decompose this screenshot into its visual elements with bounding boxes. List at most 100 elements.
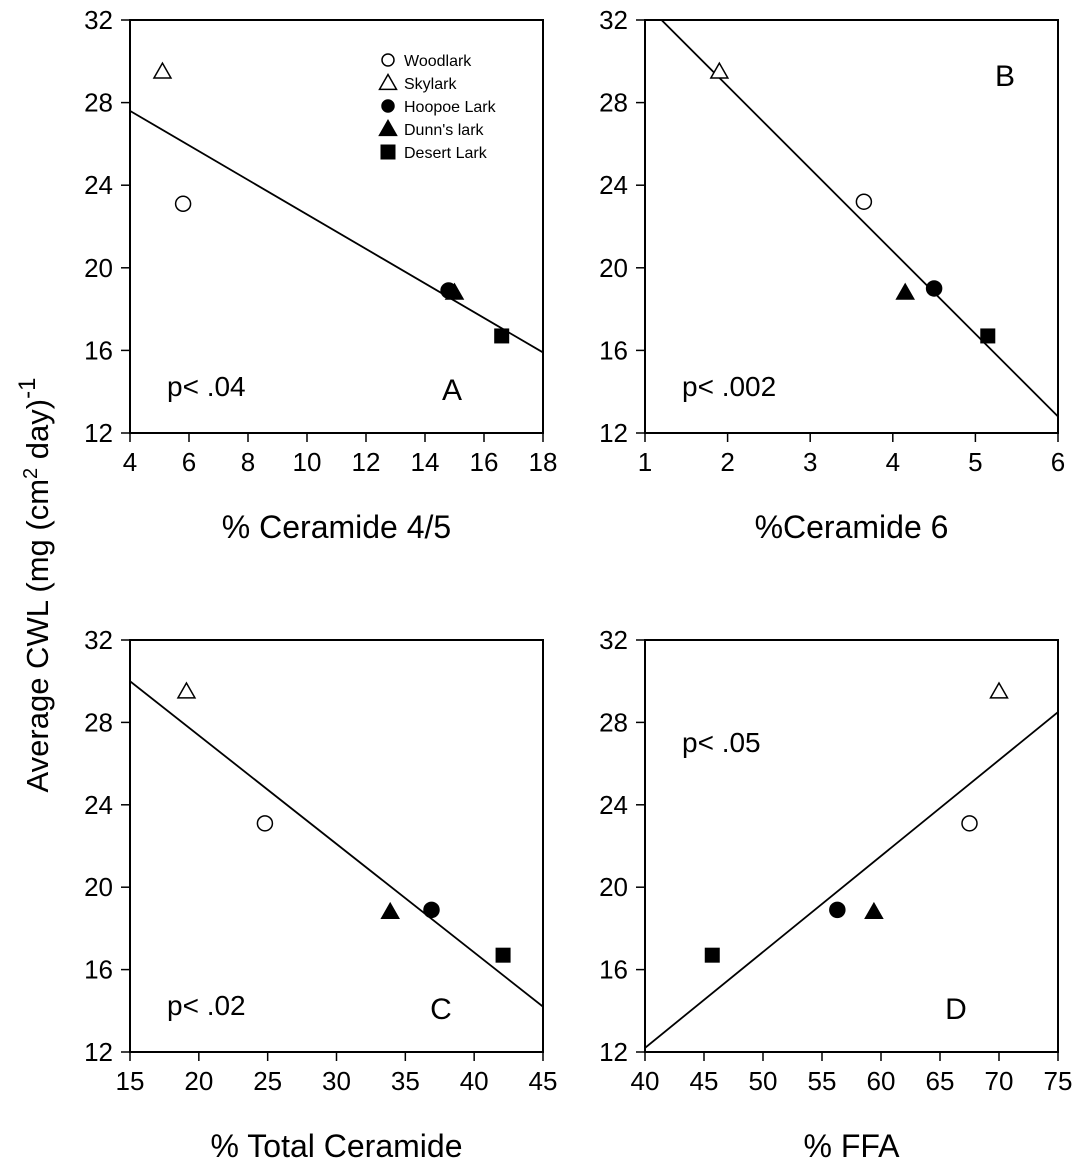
legend: Woodlark Skylark Hoopoe Lark Dunn's lark Des… [378,53,497,162]
plot-frame [644,639,1059,1053]
panel-c: 12 16 20 24 28 32 15 20 25 30 35 40 45 % Total Cerami… [84,625,557,1164]
y-tick-label: 24 [599,170,628,200]
x-tick-label: 12 [352,447,381,477]
x-tick-label: 4 [886,447,900,477]
x-tick-label: 10 [293,447,322,477]
legend-label: Desert Lark [404,145,488,162]
x-tick-label: 8 [241,447,255,477]
x-tick-label: 2 [720,447,734,477]
data-point-skylark [152,61,173,79]
y-tick-label: 32 [84,5,113,35]
data-point-woodlark [855,193,873,210]
y-tick-label: 12 [84,418,113,448]
legend-marker [381,53,395,67]
x-tick-label: 75 [1044,1066,1073,1096]
y-tick-label: 28 [599,707,628,737]
x-tick-label: 25 [253,1066,282,1096]
legend-marker [378,72,398,91]
y-tick-label: 24 [599,790,628,820]
x-tick-label: 6 [1051,447,1065,477]
x-tick-label: 30 [322,1066,351,1096]
data-point-skylark [989,681,1009,699]
x-tick-label: 15 [116,1066,145,1096]
data-point-hoopoe-lark [423,901,440,919]
p-value-label: p< .05 [682,727,761,758]
data-point-desert-lark [494,328,510,344]
legend-label: Dunn's lark [404,122,485,139]
x-tick-label: 60 [867,1066,896,1096]
data-point-woodlark [961,815,978,832]
data-point-skylark [176,681,197,699]
y-axis-title-main: Average CWL (mg (cm [20,479,55,793]
y-tick-label: 32 [599,625,628,655]
y-tick-label: 16 [599,955,628,985]
y-tick-label: 20 [84,872,113,902]
x-tick-label: 20 [184,1066,213,1096]
legend-marker [381,99,395,113]
x-tick-label: 35 [391,1066,420,1096]
x-tick-label: 45 [529,1066,558,1096]
y-tick-label: 28 [84,707,113,737]
y-axis-title-exponent: -1 [14,378,41,399]
legend-marker [378,118,398,137]
x-tick-label: 4 [123,447,137,477]
data-point-dunn-s-lark [864,901,884,920]
y-axis-title-superscript: 2 [20,468,42,479]
x-tick-label: 65 [926,1066,955,1096]
x-tick-label: 14 [411,447,440,477]
x-tick-label: 55 [808,1066,837,1096]
p-value-label: p< .002 [682,371,776,402]
x-axis-title: % Ceramide 4/5 [222,509,451,545]
data-point-hoopoe-lark [829,901,846,919]
x-axis-title: % Total Ceramide [211,1128,463,1164]
p-value-label: p< .04 [167,371,246,402]
y-tick-label: 16 [84,335,113,365]
y-tick-label: 12 [599,418,628,448]
panel-a: 12 16 20 24 28 32 4 6 8 10 12 14 16 18 % Ceramide 4/5 p… [84,5,557,545]
x-tick-label: 40 [631,1066,660,1096]
x-tick-label: 70 [985,1066,1014,1096]
y-tick-label: 16 [599,335,628,365]
regression-line [130,680,543,1008]
x-tick-label: 50 [749,1066,778,1096]
y-tick-label: 20 [599,872,628,902]
x-tick-label: 5 [968,447,982,477]
y-tick-label: 20 [84,253,113,283]
y-tick-label: 28 [84,88,113,118]
panel-letter: A [442,374,462,407]
y-tick-label: 32 [84,625,113,655]
legend-marker [380,144,396,160]
y-axis-title: Average CWL (mg (cm2 day)-1 [14,378,56,793]
data-point-desert-lark [704,947,720,963]
y-axis-title-tail: day) [20,399,55,468]
x-tick-label: 45 [690,1066,719,1096]
data-point-dunn-s-lark [444,282,465,300]
p-value-label: p< .02 [167,990,246,1021]
data-point-desert-lark [980,328,996,344]
x-tick-label: 16 [470,447,499,477]
plot-frame [644,19,1059,434]
legend-label: Skylark [404,76,457,93]
data-point-desert-lark [495,947,511,963]
legend-label: Woodlark [404,53,472,70]
y-tick-label: 12 [84,1037,113,1067]
y-tick-label: 28 [599,88,628,118]
plot-frame [129,19,544,434]
y-tick-label: 20 [599,253,628,283]
x-tick-label: 3 [803,447,817,477]
regression-line [660,20,1058,418]
data-point-skylark [709,61,730,79]
panel-letter: C [430,993,452,1026]
y-tick-label: 24 [84,170,113,200]
x-axis-title: %Ceramide 6 [755,509,949,545]
data-point-dunn-s-lark [895,282,915,300]
data-point-woodlark [174,195,192,213]
svg-text:Average CWL (mg (cm2 day)-1: Average CWL (mg (cm2 day)-1 [14,378,56,793]
data-point-dunn-s-lark [380,901,400,920]
panel-letter: D [945,993,967,1026]
x-tick-label: 1 [638,447,652,477]
regression-line [130,110,543,354]
